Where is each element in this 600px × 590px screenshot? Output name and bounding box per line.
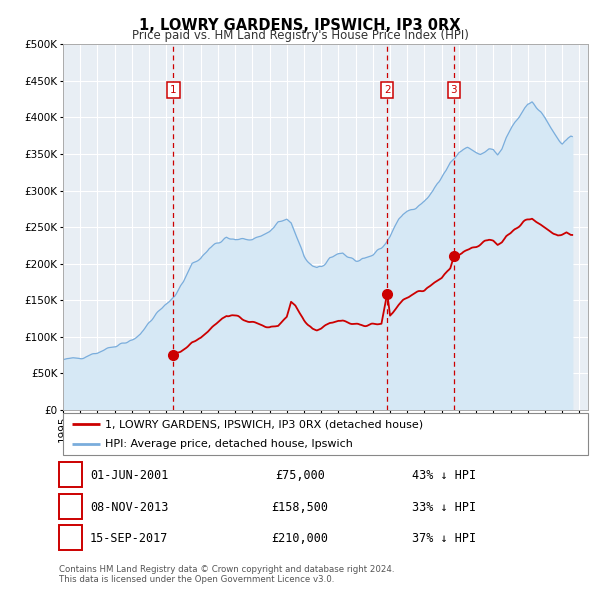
Text: Price paid vs. HM Land Registry's House Price Index (HPI): Price paid vs. HM Land Registry's House … (131, 30, 469, 42)
FancyBboxPatch shape (63, 413, 588, 455)
Text: £158,500: £158,500 (271, 501, 329, 514)
Text: 37% ↓ HPI: 37% ↓ HPI (412, 532, 476, 545)
Text: 3: 3 (451, 85, 457, 95)
Text: 2: 2 (384, 85, 391, 95)
Text: 3: 3 (66, 532, 74, 545)
Text: Contains HM Land Registry data © Crown copyright and database right 2024.
This d: Contains HM Land Registry data © Crown c… (59, 565, 394, 584)
Text: 33% ↓ HPI: 33% ↓ HPI (412, 501, 476, 514)
Text: 1, LOWRY GARDENS, IPSWICH, IP3 0RX (detached house): 1, LOWRY GARDENS, IPSWICH, IP3 0RX (deta… (105, 419, 423, 430)
Text: 43% ↓ HPI: 43% ↓ HPI (412, 470, 476, 483)
Text: 15-SEP-2017: 15-SEP-2017 (90, 532, 168, 545)
Text: HPI: Average price, detached house, Ipswich: HPI: Average price, detached house, Ipsw… (105, 439, 353, 449)
Text: £210,000: £210,000 (271, 532, 329, 545)
Text: 1, LOWRY GARDENS, IPSWICH, IP3 0RX: 1, LOWRY GARDENS, IPSWICH, IP3 0RX (139, 18, 461, 32)
Text: 1: 1 (66, 470, 74, 483)
Text: £75,000: £75,000 (275, 470, 325, 483)
Text: 08-NOV-2013: 08-NOV-2013 (90, 501, 168, 514)
Text: 1: 1 (170, 85, 177, 95)
Text: 01-JUN-2001: 01-JUN-2001 (90, 470, 168, 483)
Text: 2: 2 (66, 501, 74, 514)
